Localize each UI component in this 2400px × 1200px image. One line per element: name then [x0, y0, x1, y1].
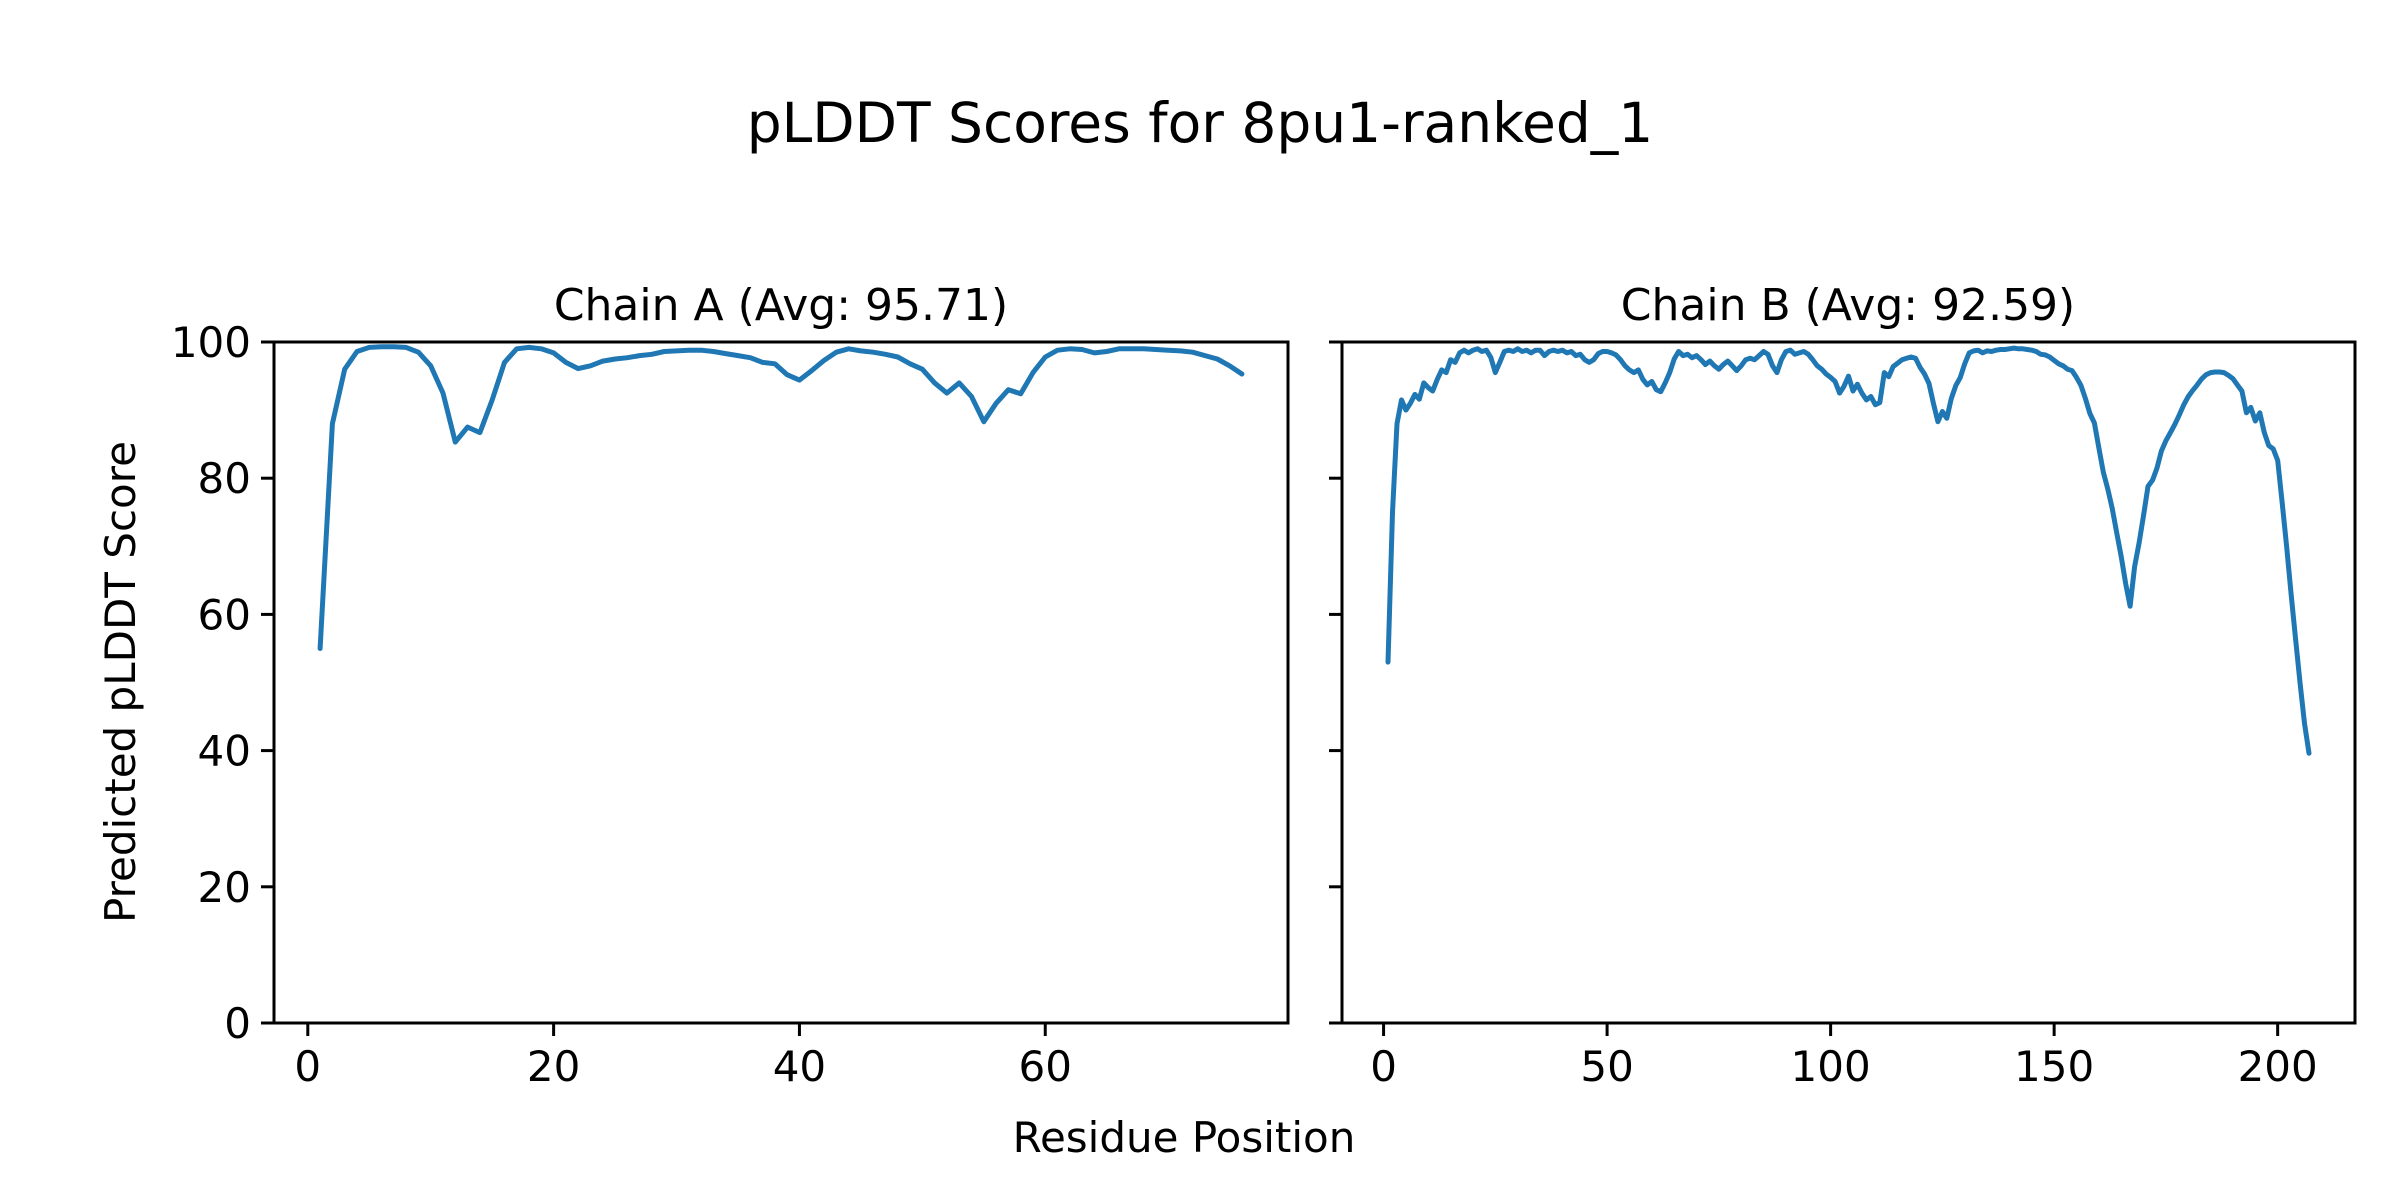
x-tick-label: 0: [294, 1042, 321, 1091]
y-axis-label: Predicted pLDDT Score: [96, 441, 145, 923]
y-tick-label: 0: [224, 999, 251, 1048]
x-tick-label: 200: [2238, 1042, 2318, 1091]
axes-frame: [272, 340, 1290, 1025]
y-tick-label: 40: [198, 727, 251, 776]
chain-b-title: Chain B (Avg: 92.59): [1620, 280, 2076, 331]
y-tick-label: 80: [198, 454, 251, 503]
chain-a-title: Chain A (Avg: 95.71): [553, 280, 1009, 331]
x-tick-label: 100: [1791, 1042, 1871, 1091]
axes-frame: [1340, 340, 2357, 1025]
plddt-line-chain-a: [317, 344, 1245, 651]
x-tick-label: 20: [527, 1042, 580, 1091]
x-tick-label: 60: [1019, 1042, 1072, 1091]
y-tick-label: 20: [198, 863, 251, 912]
x-tick-label: 50: [1580, 1042, 1633, 1091]
x-tick-label: 40: [773, 1042, 826, 1091]
x-axis-label: Residue Position: [1012, 1113, 1356, 1162]
figure-title: pLDDT Scores for 8pu1-ranked_1: [746, 91, 1654, 155]
plddt-line-chain-b: [1385, 345, 2312, 756]
y-tick-label: 100: [171, 318, 251, 367]
x-tick-label: 150: [2014, 1042, 2094, 1091]
y-tick-label: 60: [198, 590, 251, 639]
x-tick-label: 0: [1370, 1042, 1397, 1091]
